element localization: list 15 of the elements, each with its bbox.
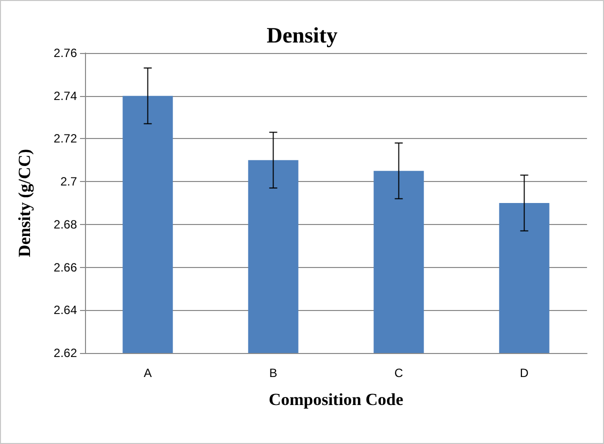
y-tick-label: 2.66 <box>54 260 78 274</box>
y-tick-label: 2.7 <box>60 174 78 189</box>
y-tick-label: 2.76 <box>54 46 78 60</box>
x-tick-label: A <box>144 366 152 380</box>
x-tick-label: D <box>520 366 529 380</box>
y-tick-label: 2.68 <box>54 217 78 232</box>
x-axis-title: Composition Code <box>268 390 404 409</box>
y-tick-label: 2.64 <box>54 303 78 318</box>
y-tick-label: 2.74 <box>54 88 78 103</box>
y-axis-title: Density (g/CC) <box>15 148 34 258</box>
x-tick-label: C <box>394 366 404 380</box>
y-tick-label: 2.72 <box>54 132 78 146</box>
y-tick-label: 2.62 <box>54 346 78 360</box>
x-tick-label: B <box>269 366 278 380</box>
chart-title: Density <box>266 22 338 48</box>
